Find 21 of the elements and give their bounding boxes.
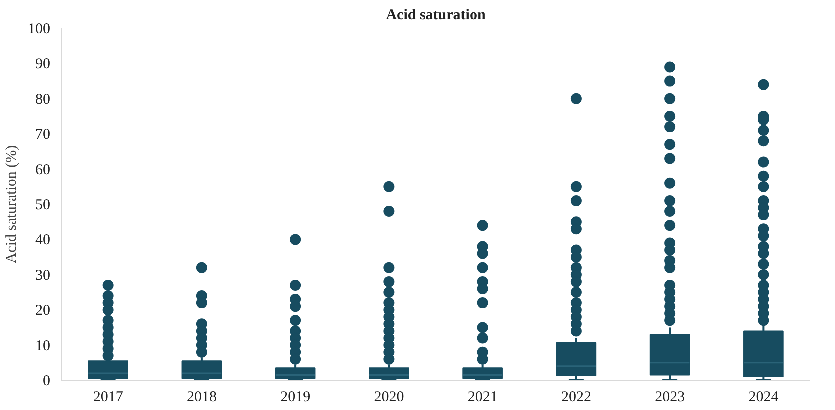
y-tick-label: 90 bbox=[36, 56, 50, 73]
x-tick-label: 2018 bbox=[186, 390, 217, 406]
x-tick-label: 2020 bbox=[374, 390, 404, 406]
y-tick-label: 30 bbox=[36, 268, 50, 284]
x-tick-label: 2023 bbox=[655, 390, 686, 406]
x-tick-label: 2021 bbox=[468, 390, 498, 406]
chart-title: Acid saturation bbox=[386, 8, 486, 24]
y-tick-label: 0 bbox=[43, 374, 50, 390]
y-tick-label: 70 bbox=[36, 127, 50, 144]
y-tick-label: 40 bbox=[36, 232, 50, 249]
x-tick-label: 2017 bbox=[93, 390, 124, 406]
y-axis-title: Acid saturation (%) bbox=[4, 145, 20, 264]
x-tick-label: 2024 bbox=[748, 390, 780, 406]
y-tick-label: 10 bbox=[36, 338, 50, 354]
x-tick-label: 2019 bbox=[280, 390, 311, 406]
y-tick-label: 60 bbox=[36, 162, 50, 178]
y-tick-label: 80 bbox=[36, 92, 50, 108]
y-tick-label: 50 bbox=[36, 198, 50, 214]
y-tick-label: 100 bbox=[28, 22, 50, 38]
x-tick-label: 2022 bbox=[561, 390, 592, 406]
y-tick-label: 20 bbox=[36, 303, 50, 320]
